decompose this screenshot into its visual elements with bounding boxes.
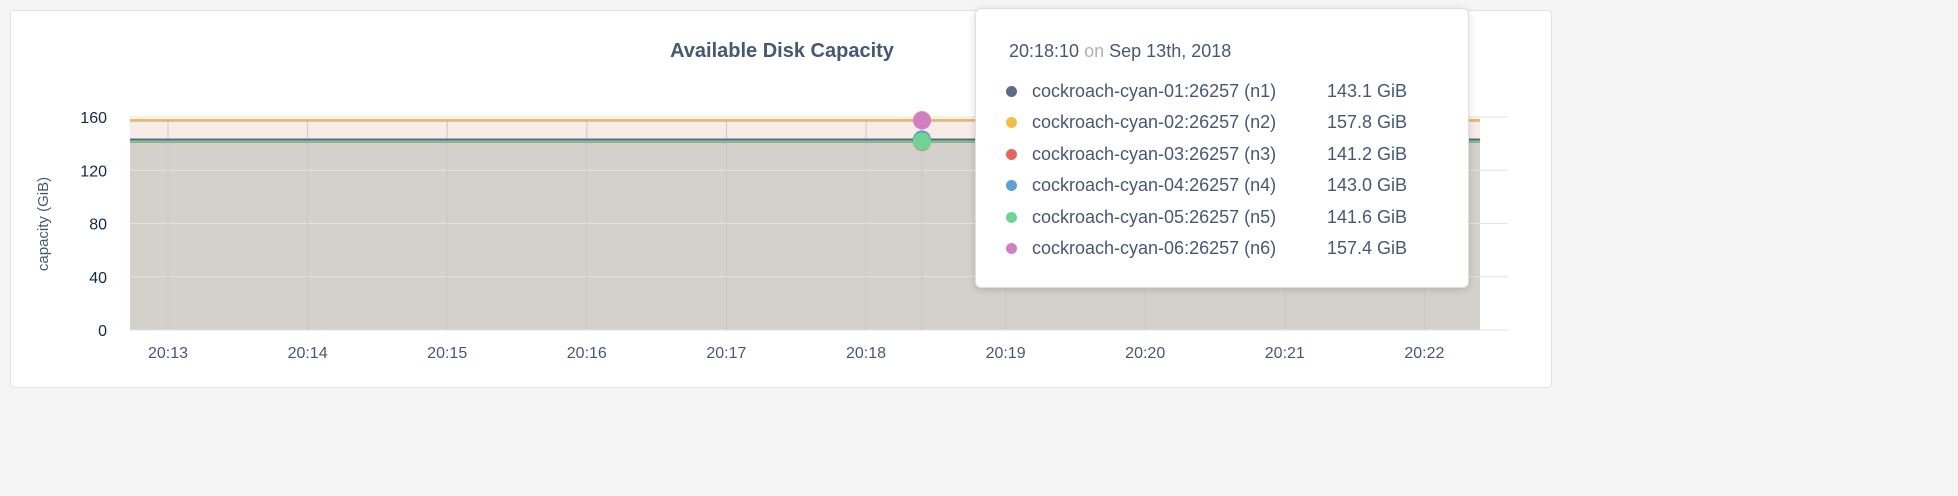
- series-value: 157.8 GiB: [1327, 112, 1408, 132]
- series-dot-icon: [1006, 117, 1017, 128]
- series-value: 141.2 GiB: [1327, 143, 1408, 164]
- x-tick-label: 20:15: [427, 345, 467, 362]
- tooltip: 20:18:10 on Sep 13th, 2018 cockroach-cya…: [975, 8, 1469, 288]
- x-tick-label: 20:16: [567, 345, 607, 362]
- series-value: 141.6 GiB: [1327, 206, 1408, 227]
- tooltip-row: cockroach-cyan-05:26257 (n5) 141.6 GiB: [1006, 202, 1407, 232]
- series-value: 157.4 GiB: [1327, 238, 1408, 258]
- chart-title: Available Disk Capacity: [670, 40, 894, 62]
- tooltip-row: cockroach-cyan-06:26257 (n6) 157.4 GiB: [1006, 234, 1407, 264]
- series-name: cockroach-cyan-06:26257 (n6): [1032, 238, 1277, 258]
- series-dot-icon: [1006, 85, 1017, 97]
- hover-point: [913, 111, 931, 130]
- y-tick-label: 0: [98, 323, 107, 340]
- hover-point: [913, 132, 931, 151]
- series-dot-icon: [1006, 243, 1017, 254]
- x-tick-label: 20:13: [148, 345, 188, 362]
- y-tick-label: 160: [80, 110, 107, 127]
- tooltip-date: Sep 13th, 2018: [1109, 41, 1232, 61]
- tooltip-time: 20:18:10: [1009, 41, 1080, 61]
- tooltip-row: cockroach-cyan-04:26257 (n4) 143.0 GiB: [1006, 171, 1407, 201]
- series-dot-icon: [1006, 148, 1017, 160]
- series-name: cockroach-cyan-03:26257 (n3): [1032, 143, 1277, 164]
- x-tick-label: 20:22: [1404, 345, 1444, 362]
- y-tick-label: 80: [89, 217, 107, 234]
- tooltip-header: 20:18:10 on Sep 13th, 2018: [1009, 41, 1231, 62]
- x-tick-label: 20:17: [706, 345, 746, 362]
- series-name: cockroach-cyan-01:26257 (n1): [1032, 80, 1277, 101]
- tooltip-row: cockroach-cyan-01:26257 (n1) 143.1 GiB: [1006, 76, 1407, 106]
- x-tick-label: 20:19: [986, 345, 1026, 362]
- tooltip-row: cockroach-cyan-03:26257 (n3) 141.2 GiB: [1006, 139, 1407, 169]
- x-tick-label: 20:20: [1125, 345, 1165, 362]
- x-tick-label: 20:14: [288, 345, 328, 362]
- y-tick-label: 40: [89, 270, 107, 287]
- tooltip-row: cockroach-cyan-02:26257 (n2) 157.8 GiB: [1006, 108, 1407, 138]
- series-dot-icon: [1006, 180, 1017, 191]
- y-axis-label: capacity (GiB): [35, 177, 52, 271]
- series-value: 143.0 GiB: [1327, 175, 1408, 195]
- y-tick-label: 120: [80, 163, 107, 180]
- tooltip-on: on: [1084, 41, 1105, 61]
- series-name: cockroach-cyan-02:26257 (n2): [1032, 112, 1277, 132]
- series-dot-icon: [1006, 211, 1017, 223]
- x-tick-label: 20:18: [846, 345, 886, 362]
- series-value: 143.1 GiB: [1327, 80, 1408, 101]
- series-name: cockroach-cyan-04:26257 (n4): [1032, 175, 1277, 195]
- x-tick-label: 20:21: [1265, 345, 1305, 362]
- series-name: cockroach-cyan-05:26257 (n5): [1032, 206, 1277, 227]
